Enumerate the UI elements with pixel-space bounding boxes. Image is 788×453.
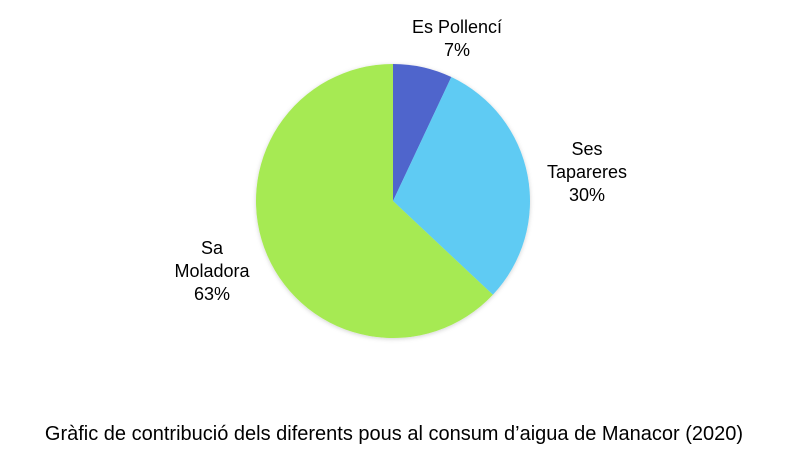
slice-category-label: Tapareres <box>547 162 627 182</box>
slice-category-label: Moladora <box>174 261 250 281</box>
slice-value-label: 7% <box>444 40 470 60</box>
pie-slice-2 <box>393 77 530 295</box>
slice-label-3: Sa Moladora 63% <box>174 238 250 304</box>
pie-slices <box>255 64 530 338</box>
chart-caption: Gràfic de contribució dels diferents pou… <box>44 423 744 445</box>
pie-labels: Es Pollencí 7% Ses Tapareres 30% Sa Moladora 63… <box>174 17 627 304</box>
slice-label-1: Es Pollencí 7% <box>412 17 502 60</box>
slice-category-label: Es Pollencí <box>412 17 502 37</box>
slice-category-label: Ses <box>571 139 602 159</box>
slice-category-label: Sa <box>201 238 224 258</box>
pie-slice-1 <box>393 64 452 201</box>
slice-value-label: 63% <box>194 284 230 304</box>
slice-value-label: 30% <box>569 185 605 205</box>
slice-label-2: Ses Tapareres 30% <box>547 139 627 205</box>
pie-slice-3 <box>255 64 493 338</box>
